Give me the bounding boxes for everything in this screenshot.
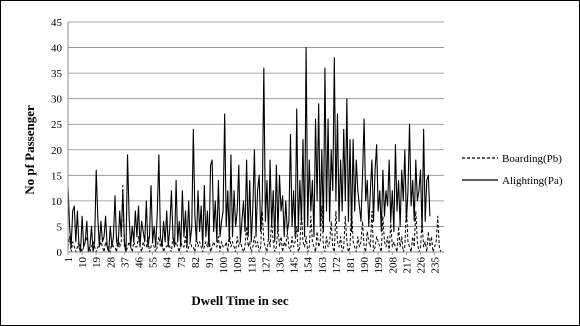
x-tick-190: 190 [359,257,371,274]
legend-label-boarding: Boarding(Pb) [502,153,562,165]
x-axis-title: Dwell Time in sec [191,293,289,308]
x-tick-55: 55 [148,257,160,269]
x-tick-82: 82 [190,257,202,268]
x-tick-100: 100 [218,257,230,274]
x-tick-172: 172 [331,257,343,274]
x-tick-154: 154 [303,257,315,274]
x-tick-64: 64 [162,257,174,269]
x-tick-10: 10 [77,257,89,269]
legend: Boarding(Pb) Alighting(Pa) [462,153,563,187]
series-layer [67,47,442,253]
x-tick-181: 181 [345,257,357,274]
x-tick-109: 109 [232,257,244,274]
series-line-alighting [67,47,431,253]
y-tick-0: 0 [57,247,63,259]
x-tick-37: 37 [119,257,131,269]
y-axis-title: No pf Passenger [22,105,37,195]
x-tick-199: 199 [373,257,385,274]
y-tick-25: 25 [51,119,63,131]
y-tick-5: 5 [57,221,63,233]
x-tick-73: 73 [176,257,188,269]
legend-label-alighting: Alighting(Pa) [502,175,563,187]
x-tick-217: 217 [401,257,413,274]
x-tick-127: 127 [260,257,272,274]
y-tick-labels: 0 5 10 15 20 25 30 35 40 45 [51,17,63,259]
x-tick-163: 163 [317,257,329,274]
x-tick-46: 46 [134,257,146,269]
x-tick-labels: 1 10 19 28 37 46 55 64 73 82 91 100 109 118 127 136 145 1… [63,257,442,274]
y-tick-10: 10 [51,196,63,208]
x-tick-118: 118 [246,257,258,274]
y-tick-40: 40 [51,43,63,55]
x-tick-28: 28 [105,257,117,269]
x-tick-19: 19 [91,257,103,269]
y-tick-35: 35 [51,68,63,80]
y-tick-30: 30 [51,94,63,106]
x-tick-235: 235 [430,257,442,274]
axes [67,22,444,255]
y-tick-15: 15 [51,170,63,182]
x-tick-208: 208 [387,257,399,274]
x-tick-145: 145 [289,257,301,274]
x-tick-1: 1 [63,257,75,263]
x-tick-91: 91 [204,257,216,268]
y-tick-20: 20 [51,145,63,157]
x-tick-136: 136 [275,257,287,274]
x-tick-226: 226 [416,257,428,274]
y-tick-45: 45 [51,17,63,29]
